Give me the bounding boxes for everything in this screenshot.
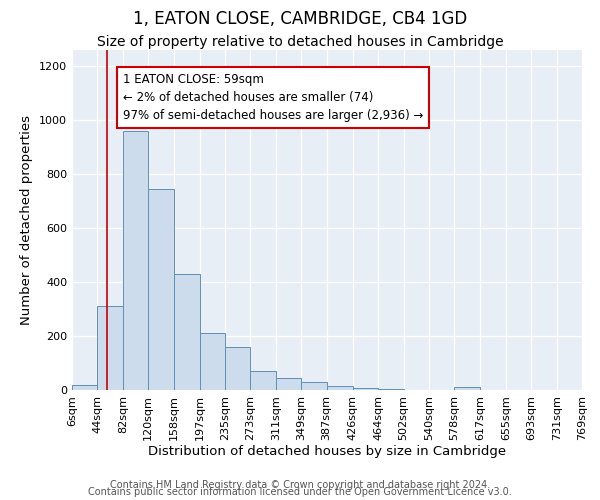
X-axis label: Distribution of detached houses by size in Cambridge: Distribution of detached houses by size … xyxy=(148,446,506,458)
Text: 1 EATON CLOSE: 59sqm
← 2% of detached houses are smaller (74)
97% of semi-detach: 1 EATON CLOSE: 59sqm ← 2% of detached ho… xyxy=(123,73,423,122)
Text: Contains HM Land Registry data © Crown copyright and database right 2024.: Contains HM Land Registry data © Crown c… xyxy=(110,480,490,490)
Bar xyxy=(225,347,250,390)
Bar xyxy=(276,378,301,390)
Text: 1, EATON CLOSE, CAMBRIDGE, CB4 1GD: 1, EATON CLOSE, CAMBRIDGE, CB4 1GD xyxy=(133,10,467,28)
Bar xyxy=(301,382,326,390)
Bar xyxy=(326,386,353,390)
Bar xyxy=(97,306,123,390)
Bar xyxy=(353,388,378,390)
Bar xyxy=(72,384,97,390)
Text: Contains public sector information licensed under the Open Government Licence v3: Contains public sector information licen… xyxy=(88,487,512,497)
Bar xyxy=(454,388,481,390)
Bar xyxy=(378,389,404,390)
Text: Size of property relative to detached houses in Cambridge: Size of property relative to detached ho… xyxy=(97,35,503,49)
Bar xyxy=(173,274,200,390)
Bar xyxy=(123,131,148,390)
Bar xyxy=(200,334,225,390)
Bar xyxy=(250,371,276,390)
Bar xyxy=(148,189,173,390)
Y-axis label: Number of detached properties: Number of detached properties xyxy=(20,115,34,325)
